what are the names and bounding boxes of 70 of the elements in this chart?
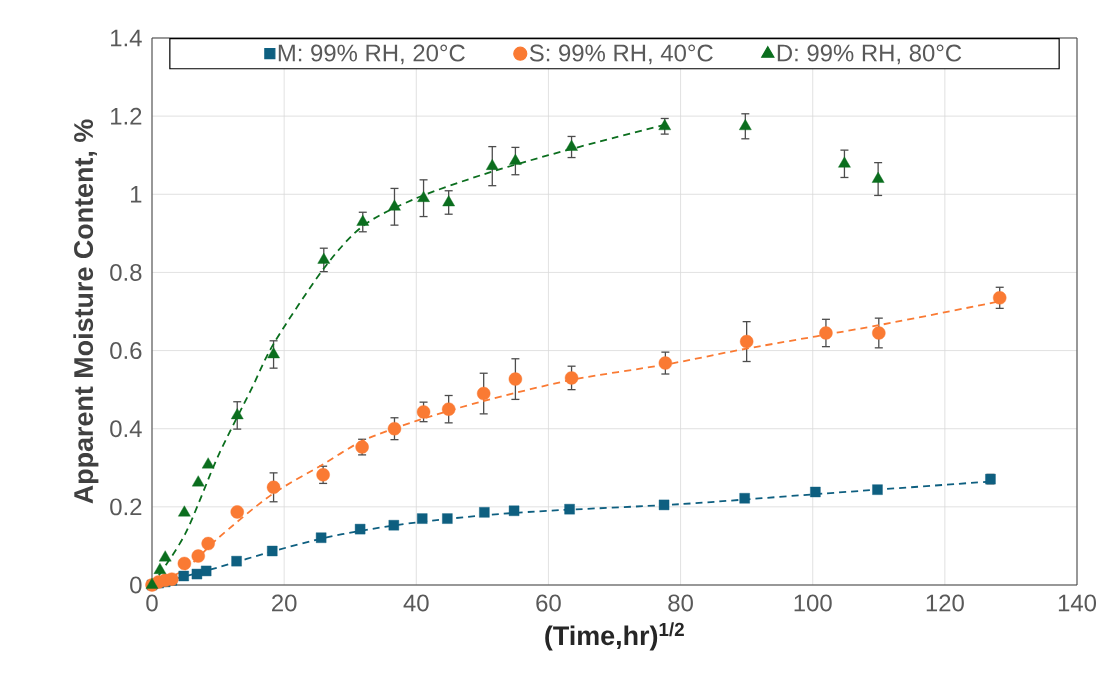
legend-label: M: 99% RH, 20°C <box>278 44 465 65</box>
x-tick-label: 120 <box>926 594 964 612</box>
y-tick-label: 0 <box>130 576 142 594</box>
point <box>200 565 212 577</box>
x-tick-label: 80 <box>668 594 693 612</box>
point <box>417 190 430 202</box>
point <box>739 119 752 130</box>
point <box>417 513 428 524</box>
point <box>739 334 754 349</box>
x-tick-label: 0 <box>146 594 158 612</box>
point <box>177 556 192 571</box>
point <box>872 484 883 495</box>
point <box>231 555 242 567</box>
point <box>315 532 327 543</box>
y-tick-label: 1 <box>131 186 142 203</box>
point <box>871 171 885 183</box>
point <box>201 536 215 551</box>
point <box>388 520 400 531</box>
point <box>872 326 886 340</box>
x-tick-label: 100 <box>794 594 832 612</box>
point <box>178 570 189 582</box>
point <box>658 356 673 370</box>
point <box>191 475 205 487</box>
point <box>810 486 821 498</box>
point <box>230 505 244 519</box>
point <box>267 347 280 359</box>
point <box>508 505 520 516</box>
y-axis-title: Apparent Moisture Content, % <box>73 119 99 504</box>
point <box>441 402 456 416</box>
point <box>819 326 833 340</box>
point <box>201 457 215 469</box>
point <box>442 195 455 207</box>
point <box>267 545 278 557</box>
point <box>416 405 431 419</box>
point <box>230 408 244 420</box>
point <box>509 153 522 165</box>
point <box>191 549 205 563</box>
point <box>387 422 402 436</box>
y-tick-label: 0.4 <box>110 420 142 438</box>
point <box>508 372 523 386</box>
x-tick-label: 40 <box>403 594 429 612</box>
y-tick-label: 0.8 <box>110 263 142 281</box>
point <box>479 507 490 518</box>
point <box>564 371 579 385</box>
point <box>442 513 453 524</box>
x-tick-label: 20 <box>272 594 297 612</box>
x-tick-label: 140 <box>1058 594 1097 612</box>
point <box>317 252 331 264</box>
point <box>838 156 851 168</box>
y-tick-label: 1.4 <box>111 29 142 47</box>
point <box>354 523 366 535</box>
point <box>191 568 203 580</box>
y-tick-label: 0.6 <box>110 342 142 360</box>
point <box>993 291 1007 305</box>
point <box>565 139 578 151</box>
point <box>658 499 670 511</box>
point <box>564 504 575 515</box>
point <box>486 158 499 170</box>
point <box>739 493 750 504</box>
point <box>388 199 401 211</box>
legend-label: S: 99% RH, 40°C <box>529 44 713 65</box>
point <box>266 480 281 495</box>
y-tick-label: 1.2 <box>111 107 142 125</box>
x-tick-label: 60 <box>536 594 561 612</box>
point <box>476 386 491 401</box>
point <box>158 550 172 562</box>
point <box>178 505 191 517</box>
legend-label: D: 99% RH, 80°C <box>777 44 962 65</box>
y-tick-label: 0.2 <box>110 498 142 516</box>
x-axis-title: (Time,hr)$^{1/2}$ <box>545 622 684 651</box>
